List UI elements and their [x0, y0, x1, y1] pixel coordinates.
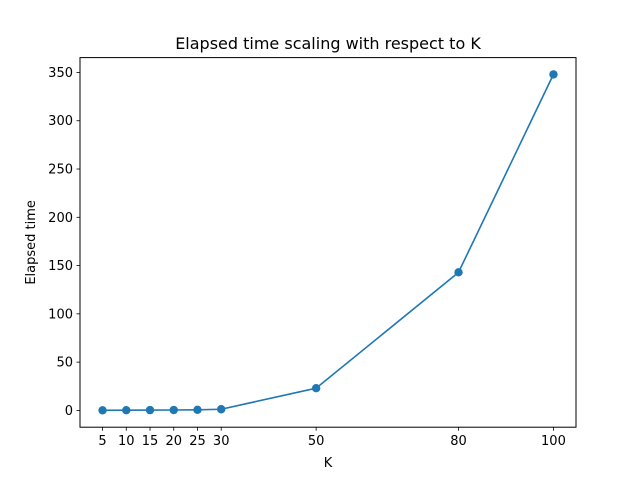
- x-tick-label: 10: [118, 434, 135, 449]
- x-tick-label: 15: [142, 434, 159, 449]
- x-tick-label: 80: [450, 434, 467, 449]
- plot-background: [80, 57, 576, 428]
- data-point-k-50: [311, 383, 321, 393]
- chart-title: Elapsed time scaling with respect to K: [175, 34, 481, 53]
- y-tick-label: 300: [48, 114, 73, 129]
- y-tick-label: 200: [48, 211, 73, 226]
- y-tick-label: 100: [48, 307, 73, 322]
- data-point-k-25: [193, 405, 202, 415]
- x-axis: 5 10 15 20 25 30 50 80 100: [98, 427, 566, 449]
- y-tick-label: 250: [48, 163, 73, 178]
- data-point-k-20: [169, 405, 178, 415]
- x-axis-label: K: [324, 456, 333, 471]
- x-tick-label: 25: [189, 434, 206, 449]
- y-tick-label: 350: [48, 66, 73, 81]
- y-tick-label: 50: [56, 356, 73, 371]
- x-tick-label: 50: [308, 434, 325, 449]
- series-layer: [98, 70, 558, 415]
- x-tick-label: 20: [165, 434, 182, 449]
- plot-frame: [79, 57, 577, 428]
- data-point-k-30: [217, 405, 226, 414]
- y-tick-label: 150: [48, 259, 73, 274]
- data-point-k-100: [549, 70, 558, 79]
- x-tick-label: 5: [98, 434, 106, 449]
- y-tick-label: 0: [65, 404, 73, 419]
- x-tick-label: 100: [541, 434, 566, 449]
- x-tick-label: 30: [213, 434, 230, 449]
- data-point-k-15: [145, 405, 155, 415]
- data-point-k-5: [98, 406, 107, 415]
- plot-area: 5 10 15 20 25 30 50 80 100 0 50 100 150 200 250 300 350: [48, 57, 577, 449]
- data-point-k-10: [122, 406, 131, 415]
- y-axis-label: Elapsed time: [24, 200, 39, 285]
- y-axis: 0 50 100 150 200 250 300 350: [48, 66, 80, 419]
- data-point-k-80: [454, 268, 463, 277]
